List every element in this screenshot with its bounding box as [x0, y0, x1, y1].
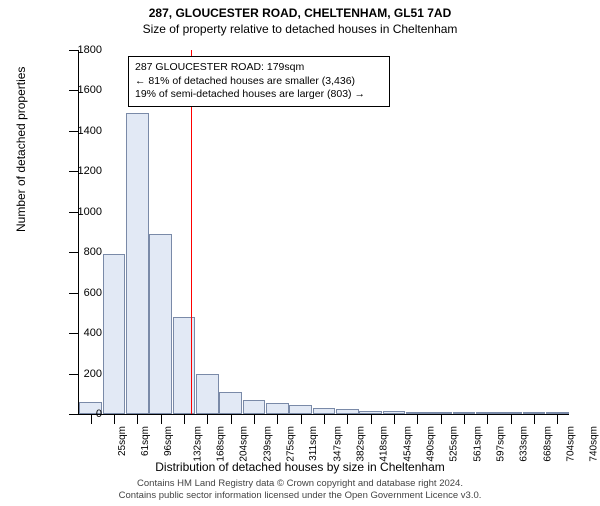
x-axis-label: Distribution of detached houses by size … [0, 460, 600, 474]
x-tick-label: 132sqm [192, 426, 203, 462]
annotation-line3: 19% of semi-detached houses are larger (… [135, 88, 383, 102]
histogram-bar [196, 374, 219, 414]
x-tick-label: 633sqm [519, 426, 530, 462]
x-tick [511, 414, 512, 424]
x-tick [417, 414, 418, 424]
footer-line2: Contains public sector information licen… [0, 490, 600, 502]
x-tick-label: 275sqm [286, 426, 297, 462]
x-tick [301, 414, 302, 424]
y-tick-label: 800 [62, 246, 102, 258]
x-tick-label: 454sqm [402, 426, 413, 462]
x-tick [324, 414, 325, 424]
y-tick-label: 0 [62, 408, 102, 420]
x-tick-label: 704sqm [566, 426, 577, 462]
x-tick-label: 418sqm [379, 426, 390, 462]
y-tick-label: 1200 [62, 165, 102, 177]
y-tick-label: 600 [62, 287, 102, 299]
x-tick-label: 561sqm [472, 426, 483, 462]
x-tick [534, 414, 535, 424]
y-tick-label: 200 [62, 368, 102, 380]
x-tick-label: 25sqm [117, 426, 128, 456]
x-tick [254, 414, 255, 424]
y-tick-label: 1800 [62, 44, 102, 56]
chart-subtitle: Size of property relative to detached ho… [0, 22, 600, 36]
x-tick [231, 414, 232, 424]
y-tick-label: 1600 [62, 84, 102, 96]
x-tick [207, 414, 208, 424]
x-tick [347, 414, 348, 424]
x-tick-label: 597sqm [496, 426, 507, 462]
x-tick [441, 414, 442, 424]
footer-line1: Contains HM Land Registry data © Crown c… [0, 478, 600, 490]
y-tick-label: 1000 [62, 206, 102, 218]
x-tick [137, 414, 138, 424]
x-tick [487, 414, 488, 424]
x-tick [371, 414, 372, 424]
x-tick [557, 414, 558, 424]
x-tick-label: 668sqm [542, 426, 553, 462]
x-tick [394, 414, 395, 424]
footer-attribution: Contains HM Land Registry data © Crown c… [0, 478, 600, 502]
x-tick-label: 740sqm [589, 426, 600, 462]
x-tick-label: 61sqm [140, 426, 151, 456]
x-tick [277, 414, 278, 424]
annotation-box: 287 GLOUCESTER ROAD: 179sqm ← 81% of det… [128, 56, 390, 107]
annotation-line2: ← 81% of detached houses are smaller (3,… [135, 75, 383, 89]
x-tick-label: 382sqm [356, 426, 367, 462]
histogram-bar [266, 403, 289, 414]
annotation-line1: 287 GLOUCESTER ROAD: 179sqm [135, 61, 383, 75]
x-tick [464, 414, 465, 424]
x-tick [114, 414, 115, 424]
x-tick-label: 311sqm [308, 426, 319, 461]
y-axis-label: Number of detached properties [14, 67, 28, 232]
x-tick-label: 239sqm [262, 426, 273, 462]
x-tick-label: 490sqm [426, 426, 437, 462]
histogram-bar [103, 254, 126, 414]
histogram-bar [149, 234, 172, 414]
x-tick-label: 525sqm [449, 426, 460, 462]
chart-title-address: 287, GLOUCESTER ROAD, CHELTENHAM, GL51 7… [0, 6, 600, 20]
x-tick-label: 204sqm [239, 426, 250, 462]
x-tick [161, 414, 162, 424]
x-tick-label: 96sqm [163, 426, 174, 456]
y-tick-label: 400 [62, 327, 102, 339]
histogram-bar [219, 392, 242, 414]
y-tick-label: 1400 [62, 125, 102, 137]
histogram-bar [126, 113, 149, 414]
histogram-bar [289, 405, 312, 414]
x-tick [184, 414, 185, 424]
histogram-bar [243, 400, 266, 414]
x-tick-label: 347sqm [332, 426, 343, 462]
x-tick-label: 168sqm [216, 426, 227, 462]
